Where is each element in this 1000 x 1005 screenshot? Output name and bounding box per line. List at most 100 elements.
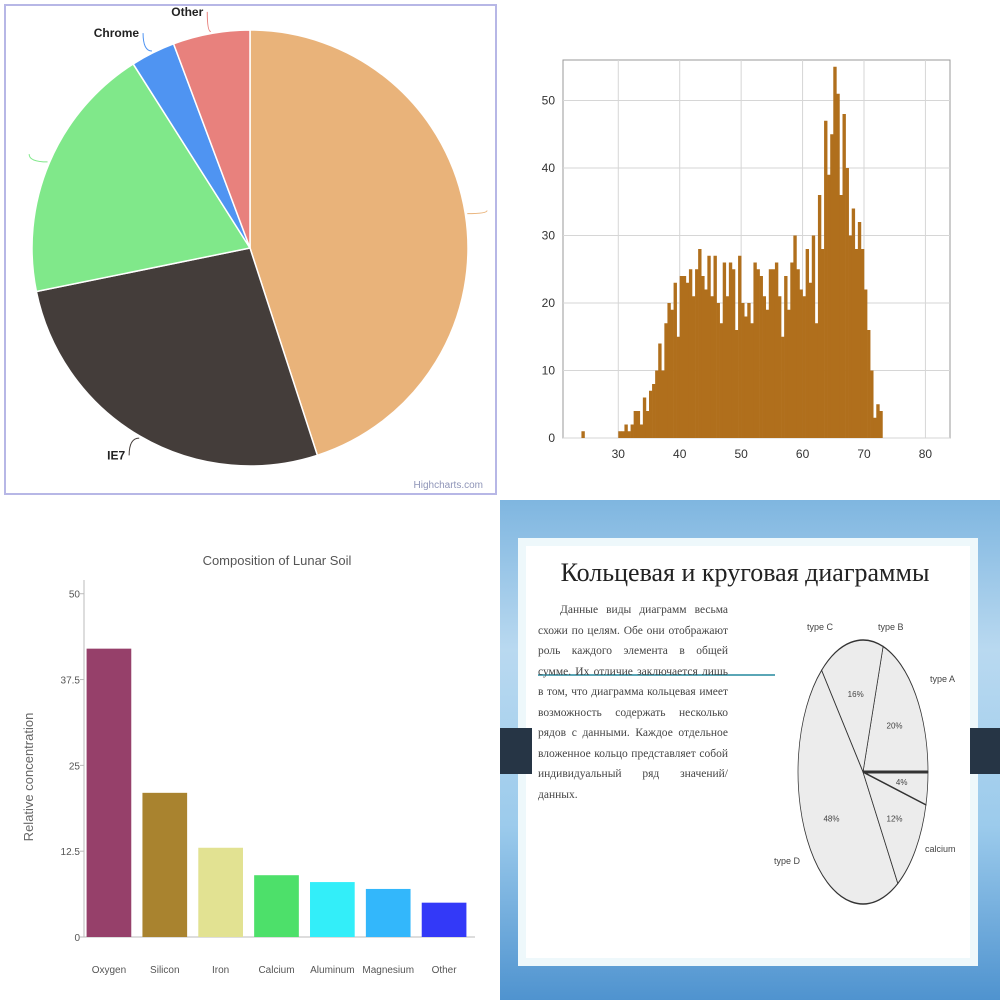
histogram-bar[interactable] [762,296,767,438]
histogram-bar[interactable] [802,296,806,438]
pie-slice[interactable] [172,29,251,249]
histogram-bar[interactable] [688,269,693,438]
slide-pie-slice[interactable] [821,639,884,774]
histogram-bar[interactable] [778,296,782,438]
histogram-bar[interactable] [695,269,699,438]
histogram-bar[interactable] [781,336,785,438]
histogram-bar[interactable] [664,323,668,438]
histogram-bar[interactable] [784,276,788,438]
histogram-bar[interactable] [698,249,702,438]
histogram-bar[interactable] [805,249,810,438]
histogram-bar[interactable] [808,282,813,438]
histogram-bar[interactable] [864,289,868,439]
histogram-bar[interactable] [735,330,739,438]
histogram-bar[interactable] [817,195,822,438]
histogram-bar[interactable] [774,262,779,439]
histogram-bar[interactable] [830,134,834,438]
histogram-bar[interactable] [618,431,622,438]
histogram-bar[interactable] [753,262,757,439]
histogram-bar[interactable] [621,431,625,438]
histogram-bar[interactable] [722,262,727,439]
histogram-bar[interactable] [821,249,825,438]
histogram-bar[interactable] [692,296,696,438]
histogram-bar[interactable] [713,255,717,438]
pie-slice[interactable] [31,62,252,293]
histogram-bar[interactable] [673,282,677,438]
histogram-bar[interactable] [879,411,883,438]
histogram-bar[interactable] [701,276,705,438]
histogram-bar[interactable] [639,424,644,439]
histogram-bar[interactable] [658,343,662,439]
histogram-bar[interactable] [649,390,653,438]
histogram-bar[interactable] [839,195,843,438]
histogram-bar[interactable] [716,303,720,438]
histogram-bar[interactable] [771,269,776,438]
histogram-bar[interactable] [627,431,631,438]
histogram-bar[interactable] [747,303,751,438]
histogram-bar[interactable] [667,303,671,438]
bar-magnesium[interactable] [365,888,411,937]
histogram-bar[interactable] [661,370,665,439]
histogram-bar[interactable] [670,309,674,438]
bar-other[interactable] [421,902,467,937]
histogram-bar[interactable] [756,269,760,438]
histogram-bar[interactable] [685,282,690,438]
histogram-bar[interactable] [799,289,803,439]
histogram-bar[interactable] [581,431,585,438]
histogram-bar[interactable] [676,336,681,438]
histogram-bar[interactable] [744,316,748,439]
histogram-bar[interactable] [860,249,865,438]
pie-slice[interactable] [35,247,319,467]
histogram-bar[interactable] [725,296,730,438]
histogram-bar[interactable] [759,276,763,438]
histogram-bar[interactable] [633,411,638,438]
histogram-bar[interactable] [710,296,714,438]
histogram-bar[interactable] [824,120,828,438]
histogram-bar[interactable] [796,269,800,438]
histogram-bar[interactable] [704,289,708,439]
histogram-bar[interactable] [636,411,641,438]
histogram-bar[interactable] [842,114,846,438]
histogram-bar[interactable] [854,249,859,438]
histogram-bar[interactable] [728,262,733,439]
histogram-bar[interactable] [827,174,831,438]
bar-oxygen[interactable] [86,648,132,937]
bar-aluminum[interactable] [310,882,355,937]
slide-pie-slice[interactable] [862,645,929,773]
histogram-bar[interactable] [679,276,684,438]
slide-pie-slice[interactable] [797,669,899,905]
histogram-bar[interactable] [836,93,840,438]
histogram-bar[interactable] [833,66,837,438]
slide-pie-slice[interactable] [862,770,927,885]
credit-text[interactable]: Highcharts.com [414,480,483,491]
histogram-bar[interactable] [867,330,871,438]
histogram-bar[interactable] [768,269,773,438]
histogram-bar[interactable] [814,323,819,438]
histogram-bar[interactable] [682,276,687,438]
histogram-bar[interactable] [793,235,797,439]
bar-calcium[interactable] [254,875,299,937]
histogram-bar[interactable] [870,370,874,439]
histogram-bar[interactable] [750,323,754,438]
histogram-bar[interactable] [790,262,794,439]
histogram-bar[interactable] [642,397,647,439]
histogram-bar[interactable] [655,370,659,439]
histogram-bar[interactable] [811,235,816,439]
histogram-bar[interactable] [741,303,745,438]
histogram-bar[interactable] [851,208,856,439]
histogram-bar[interactable] [719,323,724,438]
histogram-bar[interactable] [707,255,711,438]
histogram-bar[interactable] [787,309,791,438]
pie-slice[interactable] [249,29,469,457]
histogram-bar[interactable] [873,417,877,438]
histogram-bar[interactable] [630,424,634,439]
histogram-bar[interactable] [845,168,849,438]
histogram-bar[interactable] [624,424,628,439]
histogram-bar[interactable] [652,384,656,438]
histogram-bar[interactable] [857,222,862,438]
histogram-bar[interactable] [765,309,770,438]
histogram-bar[interactable] [731,269,736,438]
histogram-bar[interactable] [848,235,853,439]
histogram-bar[interactable] [876,404,880,438]
histogram-bar[interactable] [645,411,650,438]
